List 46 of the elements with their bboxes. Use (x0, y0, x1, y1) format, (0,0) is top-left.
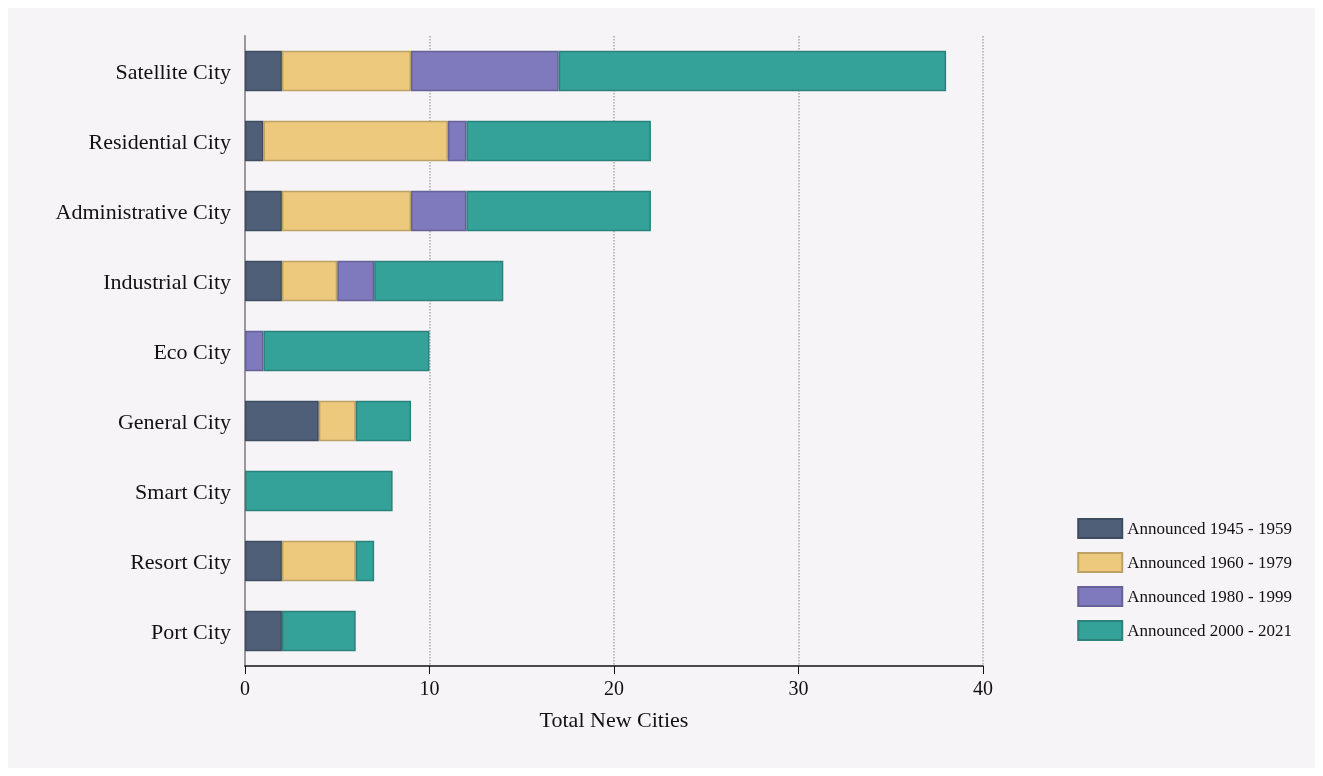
bar (466, 120, 651, 162)
bar (281, 50, 412, 92)
bar (245, 50, 282, 92)
bar (245, 540, 282, 582)
bar (245, 470, 393, 512)
bar (318, 400, 356, 442)
y-tick-label: General City (117, 408, 231, 434)
bar (337, 260, 375, 302)
bar (411, 190, 467, 232)
bar (245, 120, 264, 162)
bar (447, 120, 467, 162)
bar (411, 50, 559, 92)
bar (245, 190, 282, 232)
bar (355, 540, 375, 582)
bar (466, 190, 651, 232)
bar (374, 260, 504, 302)
bar (263, 330, 430, 372)
legend-label: Announced 1960 - 1979 (1127, 553, 1292, 572)
x-tick-label: 10 (419, 677, 440, 699)
x-tick-label: 20 (604, 677, 624, 699)
y-tick-label: Satellite City (115, 58, 231, 84)
y-tick-label: Port City (150, 618, 231, 644)
legend-label: Announced 2000 - 2021 (1127, 621, 1292, 640)
bar (281, 540, 356, 582)
y-tick-label: Administrative City (55, 198, 231, 224)
x-tick-label: 40 (973, 677, 993, 699)
bar (263, 120, 448, 162)
bar (355, 400, 412, 442)
bar (281, 260, 338, 302)
y-tick-label: Industrial City (103, 268, 231, 294)
x-tick-label: 0 (240, 677, 250, 699)
y-tick-label: Residential City (88, 128, 231, 154)
x-axis-title: Total New Cities (539, 706, 689, 732)
x-tick-label: 30 (788, 677, 809, 699)
bar (558, 50, 947, 92)
y-tick-label: Eco City (153, 338, 231, 364)
legend-label: Announced 1945 - 1959 (1127, 519, 1292, 538)
legend-label: Announced 1980 - 1999 (1127, 587, 1292, 606)
bar (281, 190, 412, 232)
y-tick-label: Resort City (130, 548, 231, 574)
bar (245, 400, 319, 442)
bar (245, 610, 282, 652)
bar (281, 610, 356, 652)
y-tick-label: Smart City (135, 478, 231, 504)
bar (245, 260, 282, 302)
bar (245, 330, 264, 372)
